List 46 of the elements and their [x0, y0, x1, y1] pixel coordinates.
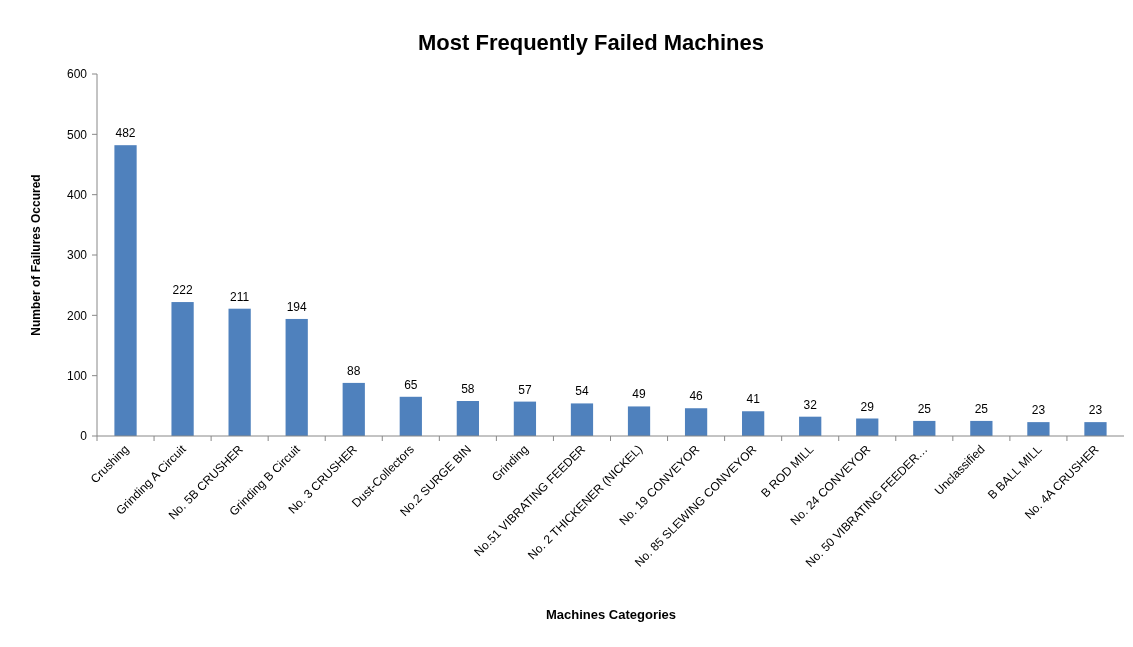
data-label: 57	[518, 382, 532, 397]
data-label: 58	[461, 382, 475, 397]
data-label: 25	[974, 401, 989, 416]
data-label: 25	[917, 401, 932, 416]
bar	[684, 408, 708, 436]
x-axis-title: Machines Categories	[545, 607, 677, 622]
bar	[970, 420, 993, 436]
data-label: 32	[803, 397, 818, 412]
bar	[456, 401, 479, 436]
data-label: 88	[347, 363, 361, 378]
bar	[913, 420, 936, 436]
bar	[856, 418, 879, 436]
y-tick-label: 600	[66, 67, 88, 82]
bar	[1027, 422, 1050, 436]
y-axis-title: Number of Failures Occured	[29, 174, 43, 336]
data-label: 49	[632, 387, 647, 402]
data-label: 211	[230, 289, 250, 304]
data-label: 65	[404, 377, 418, 392]
data-label: 54	[575, 384, 589, 399]
bar	[1084, 422, 1107, 436]
bar	[799, 416, 822, 436]
y-tick-label: 0	[80, 429, 88, 444]
data-label: 29	[860, 399, 875, 414]
y-tick-label: 200	[66, 308, 88, 323]
y-tick-label: 300	[66, 248, 88, 263]
bar	[570, 403, 594, 436]
data-label: 41	[746, 392, 761, 407]
data-label: 23	[1088, 403, 1103, 418]
y-tick-label: 500	[66, 127, 88, 142]
data-label: 482	[115, 126, 136, 141]
bar	[228, 308, 251, 436]
bar	[399, 396, 422, 436]
bar	[114, 145, 137, 436]
data-label: 194	[286, 299, 308, 314]
bar	[342, 382, 365, 436]
data-label: 23	[1031, 403, 1046, 418]
bar	[627, 406, 651, 436]
bar	[742, 411, 765, 436]
data-label: 46	[689, 389, 704, 404]
y-tick-label: 400	[66, 187, 88, 202]
data-label: 222	[172, 283, 193, 298]
bar	[171, 302, 194, 436]
bar	[285, 318, 308, 436]
bar	[513, 401, 537, 436]
chart-title: Most Frequently Failed Machines	[418, 30, 764, 55]
y-tick-label: 100	[66, 368, 88, 383]
